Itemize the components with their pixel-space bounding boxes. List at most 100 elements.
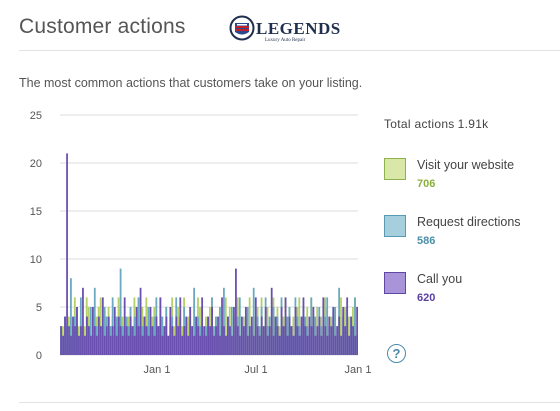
logo-subtext: Luxury Auto Repair <box>265 37 306 43</box>
bar-request-directions <box>119 268 122 355</box>
legend-label-directions: Request directions <box>417 215 521 229</box>
bar-call-you <box>95 335 98 355</box>
bar-call-you <box>163 326 166 355</box>
bar-call-you <box>115 335 118 355</box>
y-tick-label: 10 <box>30 254 42 266</box>
legend-swatch-website[interactable] <box>384 158 406 180</box>
bar-call-you <box>143 316 146 355</box>
bar-call-you <box>82 287 84 355</box>
bar-call-you <box>207 316 209 355</box>
bar-call-you <box>179 297 182 355</box>
bar-call-you <box>199 335 202 355</box>
bar-call-you <box>296 326 299 355</box>
bar-call-you <box>346 297 349 355</box>
bar-call-you <box>195 316 198 355</box>
bar-call-you <box>173 335 176 355</box>
bar-call-you <box>157 326 160 355</box>
bar-call-you <box>300 316 303 355</box>
bar-call-you <box>250 316 253 355</box>
bar-call-you <box>76 307 78 355</box>
x-tick-label: Jul 1 <box>244 364 267 376</box>
bar-call-you <box>298 335 301 355</box>
bar-request-directions <box>286 316 289 355</box>
bar-request-directions <box>314 316 317 355</box>
bar-call-you <box>103 335 106 355</box>
bar-call-you <box>78 335 80 355</box>
y-tick-label: 25 <box>30 110 42 122</box>
bar-request-directions <box>103 307 106 355</box>
bar-call-you <box>99 326 102 355</box>
bar-call-you <box>246 335 249 355</box>
bar-call-you <box>280 307 283 355</box>
bar-call-you <box>131 326 134 355</box>
bar-call-you <box>88 326 90 355</box>
bar-call-you <box>272 335 275 355</box>
bar-call-you <box>268 326 271 355</box>
bar-request-directions <box>153 316 156 355</box>
bar-call-you <box>155 316 158 355</box>
bar-request-directions <box>161 316 164 355</box>
bar-call-you <box>74 326 76 355</box>
question-circle-icon[interactable]: ? <box>387 344 406 363</box>
bar-call-you <box>171 326 174 355</box>
bar-call-you <box>350 316 353 355</box>
bar-call-you <box>183 326 186 355</box>
bar-visit-your-website <box>348 316 350 355</box>
total-actions: Total actions 1.91k <box>384 117 488 131</box>
bar-call-you <box>213 335 215 355</box>
y-tick-label: 20 <box>30 158 42 170</box>
bar-call-you <box>229 326 231 355</box>
x-tick-label: Jan 1 <box>144 364 171 376</box>
bar-call-you <box>66 153 68 355</box>
bar-request-directions <box>326 297 329 355</box>
bar-call-you <box>334 335 337 355</box>
bar-call-you <box>86 316 88 355</box>
bar-call-you <box>159 297 162 355</box>
bar-call-you <box>129 316 132 355</box>
bar-call-you <box>258 335 261 355</box>
bar-request-directions <box>230 307 233 355</box>
bar-call-you <box>248 326 251 355</box>
bar-call-you <box>113 307 116 355</box>
bar-call-you <box>145 326 148 355</box>
bar-call-you <box>205 335 208 355</box>
bar-call-you <box>161 335 164 355</box>
bar-call-you <box>320 335 323 355</box>
bar-call-you <box>111 326 114 355</box>
legend-swatch-directions[interactable] <box>384 215 406 237</box>
bar-request-directions <box>252 287 255 355</box>
y-tick-label: 0 <box>36 350 42 362</box>
bar-call-you <box>121 335 124 355</box>
bar-visit-your-website <box>187 316 189 355</box>
bar-call-you <box>264 307 267 355</box>
bar-call-you <box>356 307 358 355</box>
bar-call-you <box>288 316 291 355</box>
bar-call-you <box>137 326 140 355</box>
bar-call-you <box>93 326 96 355</box>
bar-call-you <box>68 326 70 355</box>
bar-call-you <box>270 287 273 355</box>
legend-label-call: Call you <box>417 272 463 286</box>
bar-call-you <box>123 297 126 355</box>
bar-call-you <box>312 307 315 355</box>
bar-call-you <box>64 316 66 355</box>
legend-swatch-call[interactable] <box>384 272 406 294</box>
footer-divider <box>19 402 560 403</box>
bar-call-you <box>266 335 269 355</box>
bar-call-you <box>310 326 313 355</box>
bar-call-you <box>284 297 287 355</box>
bar-request-directions <box>147 307 150 355</box>
bar-call-you <box>318 316 321 355</box>
bar-request-directions <box>70 278 72 355</box>
bar-call-you <box>133 335 136 355</box>
bar-call-you <box>231 335 233 355</box>
bar-call-you <box>223 326 225 355</box>
bar-call-you <box>332 307 335 355</box>
bar-call-you <box>260 316 263 355</box>
y-tick-label: 5 <box>36 302 42 314</box>
bar-request-directions <box>238 297 241 355</box>
total-actions-label: Total actions <box>384 117 455 131</box>
bar-call-you <box>127 335 130 355</box>
bar-call-you <box>201 297 204 355</box>
